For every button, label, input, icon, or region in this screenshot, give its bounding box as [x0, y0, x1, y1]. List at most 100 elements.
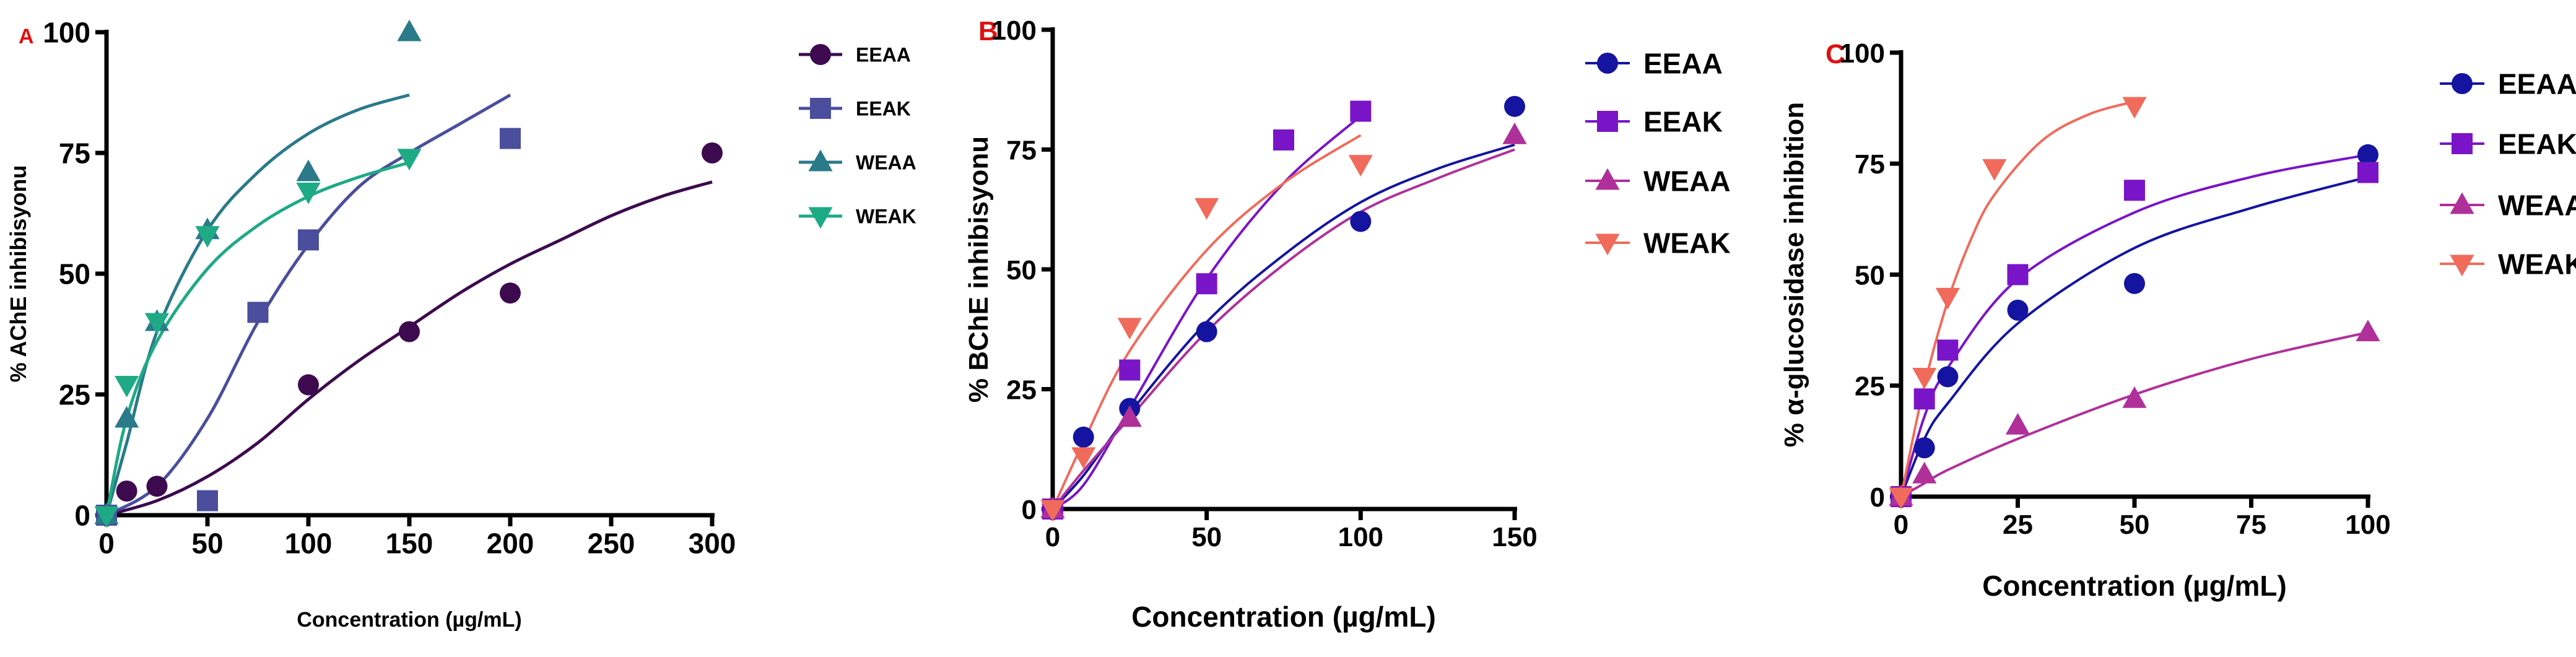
y-tick-label: 25	[1006, 375, 1037, 405]
legend-item-eeaa: EEAA	[2440, 68, 2576, 100]
x-tick-label: 150	[1492, 522, 1537, 552]
legend-item-eeak: EEAK	[2440, 128, 2576, 160]
y-axis-label: % BChE inhibisyonu	[964, 136, 994, 402]
legend-label: EEAK	[856, 98, 911, 120]
data-point-eeak	[2124, 180, 2145, 201]
data-point-eeaa	[1937, 366, 1959, 388]
data-point-weak	[1194, 198, 1219, 220]
data-point-weak	[296, 182, 321, 204]
data-point-eeak	[1350, 100, 1372, 122]
fit-curve-eeaa	[106, 180, 713, 517]
data-point-weaa	[397, 19, 422, 41]
fit-curve-eeak	[105, 94, 511, 517]
data-point-weaa	[1912, 461, 1937, 484]
data-point-weaa	[1117, 405, 1142, 427]
data-point-eeak	[1273, 129, 1294, 151]
data-point-eeaa	[116, 481, 137, 502]
y-tick-label: 75	[1855, 149, 1885, 180]
legend-label: EEAA	[856, 44, 911, 66]
data-point-eeaa	[1350, 211, 1372, 232]
x-axis-label: Concentration (µg/mL)	[1131, 601, 1436, 633]
data-point-eeaa	[2124, 272, 2145, 294]
legend-marker	[1595, 168, 1620, 190]
legend-item-eeak: EEAK	[1585, 106, 1723, 138]
fit-curve-weak	[105, 161, 410, 516]
x-tick-label: 75	[2236, 510, 2266, 540]
legend-marker	[1597, 53, 1618, 74]
data-point-eeaa	[2357, 144, 2378, 165]
x-tick-label: 25	[2003, 510, 2033, 540]
panel-C: C 0 25 50 75 100 0 25 50 75 100 Concentration (µg/m…	[1779, 38, 2576, 602]
data-point-eeak	[1119, 359, 1141, 381]
legend-label: EEAK	[1643, 106, 1723, 138]
data-point-weak	[94, 506, 119, 528]
panel-B: B 0 25 50 75 100 0 50 100 150 Concentration (µg/mL…	[964, 15, 1731, 633]
legend-label: WEAA	[2498, 189, 2576, 222]
legend-marker	[1597, 111, 1618, 132]
x-tick-label: 100	[1338, 522, 1383, 552]
legend-item-weaa: WEAA	[2440, 189, 2576, 222]
data-point-eeak	[1937, 339, 1959, 361]
legend-marker	[2452, 133, 2473, 154]
data-point-weak	[1935, 287, 1960, 310]
y-tick-label: 75	[59, 137, 90, 170]
x-tick-label: 50	[2120, 510, 2150, 540]
legend-marker	[2452, 73, 2473, 94]
x-axis-label: Concentration (µg/mL)	[297, 608, 521, 632]
data-point-eeak	[1913, 388, 1935, 410]
data-point-eeaa	[146, 476, 168, 497]
fit-curve-eeaa	[1900, 175, 2369, 497]
y-tick-label: 50	[1006, 255, 1037, 285]
legend-label: EEAA	[2498, 68, 2576, 100]
y-tick-label: 25	[1855, 372, 1885, 402]
data-point-weaa	[296, 159, 321, 181]
x-tick-label: 300	[689, 528, 736, 560]
data-point-weaa	[1502, 122, 1527, 144]
y-tick-label: 50	[1855, 260, 1885, 290]
legend-marker	[810, 44, 831, 65]
panel-A: A 0 25 50 75 100 0 50 100 150 200 250 300 Concentrati…	[6, 17, 916, 632]
fit-curve-weaa	[1900, 331, 2369, 498]
data-point-eeaa	[702, 142, 723, 163]
data-point-eeaa	[298, 374, 319, 396]
legend-label: WEAK	[856, 206, 916, 228]
legend-marker	[2450, 192, 2474, 214]
x-axis-label: Concentration (µg/mL)	[1982, 570, 2287, 602]
y-tick-label: 75	[1006, 135, 1037, 165]
legend-item-weaa: WEAA	[799, 149, 916, 174]
data-point-weaa	[2122, 386, 2147, 408]
data-point-weaa	[115, 406, 139, 428]
data-point-eeaa	[1196, 321, 1217, 342]
data-point-weak	[1040, 500, 1065, 522]
y-tick-label: 50	[59, 258, 90, 290]
data-point-weak	[144, 313, 170, 335]
fit-curve-eeak	[1051, 115, 1362, 510]
fit-curve-eeaa	[1051, 143, 1515, 510]
x-tick-label: 0	[98, 528, 115, 560]
data-point-eeaa	[1913, 437, 1935, 459]
panel-letter: A	[19, 25, 34, 48]
y-tick-label: 0	[1022, 495, 1037, 525]
panel-letter: C	[1825, 39, 1845, 69]
y-tick-label: 0	[74, 500, 90, 532]
x-tick-label: 250	[588, 528, 635, 560]
x-tick-label: 100	[2345, 510, 2390, 540]
fit-curve-weak	[1900, 100, 2135, 497]
y-tick-label: 0	[1870, 482, 1885, 513]
data-point-eeaa	[2007, 299, 2029, 321]
data-point-weak	[1071, 447, 1096, 469]
data-point-weak	[195, 226, 220, 248]
y-tick-label: 100	[43, 17, 90, 49]
legend-item-weak: WEAK	[2440, 248, 2576, 281]
legend-marker	[2450, 255, 2474, 277]
y-tick-label: 100	[1840, 38, 1885, 69]
data-point-weak	[1982, 159, 2007, 181]
legend-label: EEAA	[1643, 48, 1723, 80]
data-point-eeaa	[500, 282, 521, 304]
legend-item-eeaa: EEAA	[1585, 48, 1723, 80]
legend-marker	[808, 149, 833, 172]
data-point-eeak	[500, 128, 521, 149]
data-point-weak	[2122, 97, 2147, 119]
data-point-eeak	[2357, 162, 2378, 183]
legend-marker	[808, 207, 833, 229]
